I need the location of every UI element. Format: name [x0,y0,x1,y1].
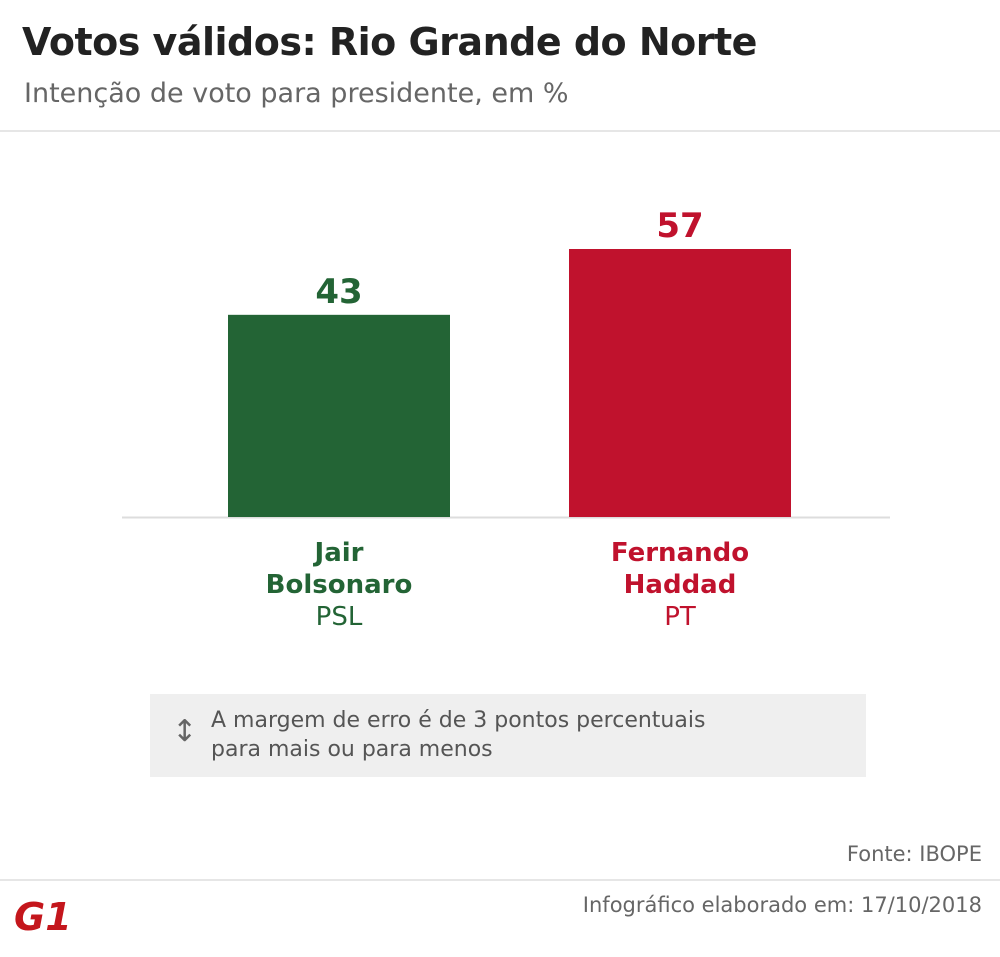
note-line-2: para mais ou para menos [211,737,493,762]
bar-fernando-haddad [569,249,791,517]
value-label-fernando-haddad: 57 [656,206,703,246]
g1-logo: G1 [14,896,72,936]
chart-title: Votos válidos: Rio Grande do Norte [22,20,757,64]
source-label: Fonte: IBOPE [846,842,982,866]
category-label-fernando-haddad-line-1: Fernando [611,538,749,568]
category-label-jair-bolsonaro-line-1: Jair [313,538,364,568]
party-label-fernando-haddad: PT [664,602,696,632]
margin-of-error-text: A margem de erro é de 3 pontos percentua… [211,706,851,764]
header-divider [0,130,1000,132]
footer-divider [0,879,1000,881]
value-label-jair-bolsonaro: 43 [315,272,362,312]
g1-logo-text: G1 [14,896,72,936]
party-label-jair-bolsonaro: PSL [316,602,363,632]
chart-subtitle: Intenção de voto para presidente, em % [24,78,569,109]
margin-of-error-box: ↕ A margem de erro é de 3 pontos percent… [150,694,866,777]
bar-jair-bolsonaro [228,314,450,517]
up-down-arrow-icon: ↕ [172,714,198,749]
category-label-fernando-haddad-line-2: Haddad [624,570,737,600]
category-label-jair-bolsonaro-line-2: Bolsonaro [266,570,413,600]
credit-label: Infográfico elaborado em: 17/10/2018 [582,893,982,917]
note-line-1: A margem de erro é de 3 pontos percentua… [211,708,706,733]
